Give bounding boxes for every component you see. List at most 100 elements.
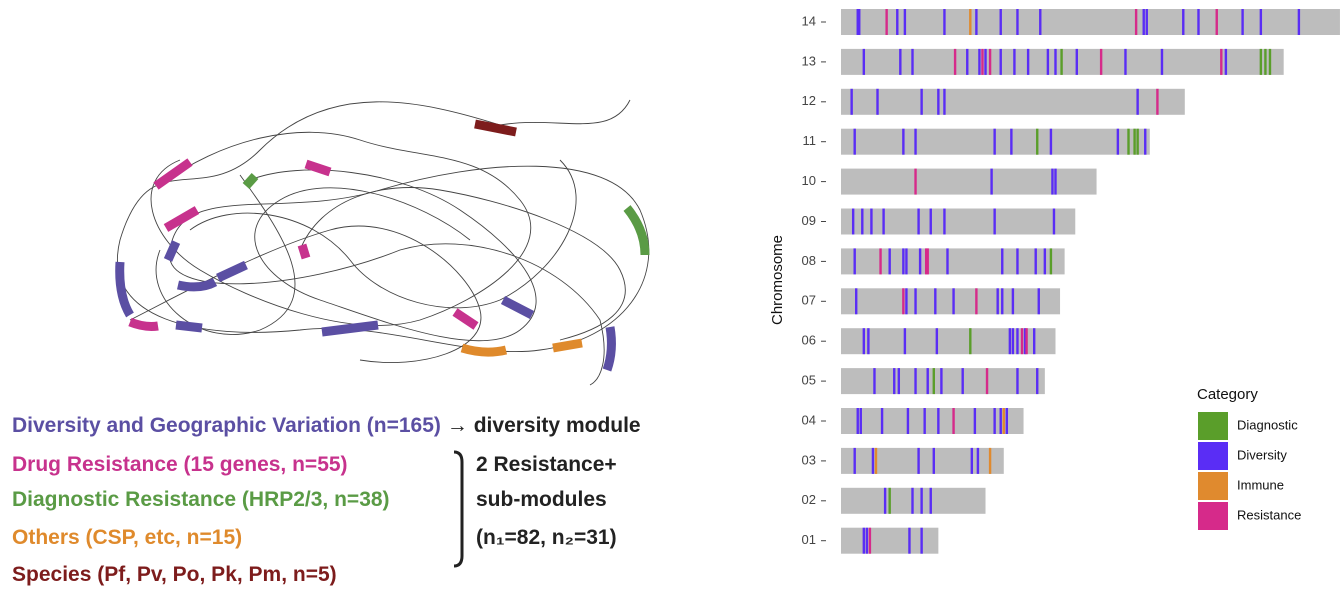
feature-marker bbox=[920, 88, 923, 115]
legend-line: Drug Resistance (15 genes, n=55) bbox=[12, 453, 348, 477]
feature-marker bbox=[1182, 9, 1185, 35]
chromosome-bar bbox=[841, 168, 1097, 195]
feature-marker bbox=[1297, 9, 1301, 35]
feature-marker bbox=[969, 328, 972, 355]
feature-marker bbox=[1005, 408, 1009, 434]
feature-marker bbox=[903, 328, 907, 355]
feature-marker bbox=[855, 288, 858, 315]
feature-marker bbox=[929, 208, 932, 235]
chromosome-bar bbox=[841, 447, 1004, 474]
feature-marker bbox=[929, 487, 932, 514]
feature-marker bbox=[1156, 88, 1159, 115]
tangle-strings bbox=[117, 99, 650, 386]
legend-title: Category bbox=[1197, 386, 1258, 403]
feature-marker bbox=[865, 527, 869, 554]
feature-marker bbox=[946, 248, 949, 275]
feature-marker bbox=[1124, 48, 1127, 75]
chromosome-bar bbox=[841, 208, 1076, 235]
feature-marker bbox=[969, 9, 972, 35]
feature-marker bbox=[1002, 408, 1005, 434]
feature-marker bbox=[953, 48, 957, 75]
feature-marker bbox=[902, 248, 905, 275]
chromosome-bar bbox=[841, 9, 1340, 35]
feature-marker bbox=[1013, 48, 1016, 75]
feature-marker bbox=[1136, 88, 1139, 115]
feature-marker bbox=[999, 408, 1002, 434]
legend-swatch bbox=[1198, 442, 1228, 470]
feature-marker bbox=[856, 408, 859, 434]
feature-marker bbox=[1051, 168, 1054, 195]
y-tick-label: 10 bbox=[802, 173, 816, 188]
feature-marker bbox=[917, 447, 920, 474]
feature-marker bbox=[970, 447, 974, 474]
feature-marker bbox=[914, 368, 917, 395]
feature-marker bbox=[1264, 48, 1267, 75]
feature-marker bbox=[975, 9, 978, 35]
feature-marker bbox=[1099, 48, 1103, 75]
y-tick-label: 03 bbox=[802, 452, 816, 467]
feature-marker bbox=[1043, 248, 1047, 275]
feature-marker bbox=[870, 208, 873, 235]
feature-marker bbox=[984, 48, 987, 75]
feature-marker bbox=[1020, 328, 1024, 355]
feature-marker bbox=[911, 48, 914, 75]
feature-marker bbox=[862, 527, 866, 554]
feature-marker bbox=[988, 48, 992, 75]
legend-line: Diagnostic Resistance (HRP2/3, n=38) bbox=[12, 488, 390, 512]
feature-marker bbox=[1046, 48, 1050, 75]
feature-marker bbox=[961, 368, 964, 395]
feature-marker bbox=[853, 128, 856, 155]
diagram-panel: Diversity and Geographic Variation (n=16… bbox=[12, 99, 650, 587]
feature-marker bbox=[926, 368, 929, 395]
feature-marker bbox=[935, 328, 939, 355]
feature-marker bbox=[1049, 128, 1053, 155]
legend-line: Species (Pf, Pv, Po, Pk, Pm, n=5) bbox=[12, 563, 337, 587]
feature-marker bbox=[1142, 9, 1145, 35]
y-axis-title: Chromosome bbox=[769, 235, 786, 325]
feature-marker bbox=[932, 447, 935, 474]
feature-marker bbox=[1026, 48, 1030, 75]
feature-marker bbox=[999, 48, 1002, 75]
feature-marker bbox=[1116, 128, 1120, 155]
feature-marker bbox=[1145, 9, 1148, 35]
feature-marker bbox=[1039, 9, 1042, 35]
legend-swatch bbox=[1198, 472, 1228, 500]
feature-marker bbox=[885, 9, 888, 35]
legend-line: Diversity and Geographic Variation (n=16… bbox=[12, 414, 641, 438]
feature-marker bbox=[871, 447, 875, 474]
chromosome-bar bbox=[841, 408, 1024, 434]
legend-swatch bbox=[1198, 502, 1228, 530]
y-tick-label: 07 bbox=[802, 293, 816, 308]
feature-marker bbox=[880, 408, 884, 434]
feature-marker bbox=[976, 447, 980, 474]
feature-marker bbox=[862, 328, 866, 355]
feature-marker bbox=[1034, 248, 1037, 275]
feature-marker bbox=[905, 248, 908, 275]
feature-marker bbox=[932, 368, 935, 395]
feature-marker bbox=[999, 9, 1002, 35]
feature-marker bbox=[1241, 9, 1244, 35]
feature-marker bbox=[905, 288, 908, 315]
feature-marker bbox=[1016, 248, 1019, 275]
feature-marker bbox=[1259, 48, 1263, 75]
feature-marker bbox=[1011, 328, 1015, 355]
feature-marker bbox=[1259, 9, 1263, 35]
feature-marker bbox=[914, 288, 917, 315]
y-tick-label: 05 bbox=[802, 373, 816, 388]
legend-label: Immune bbox=[1237, 477, 1284, 492]
feature-marker bbox=[973, 408, 977, 434]
feature-marker bbox=[893, 368, 896, 395]
feature-marker bbox=[914, 128, 917, 155]
legend-swatch bbox=[1198, 412, 1228, 440]
legend-label: Resistance bbox=[1237, 507, 1301, 522]
feature-marker bbox=[874, 447, 878, 474]
legend-text: Others (CSP, etc, n=15) bbox=[12, 526, 243, 549]
feature-marker bbox=[937, 408, 940, 434]
feature-marker bbox=[966, 48, 969, 75]
feature-marker bbox=[1127, 128, 1130, 155]
chromosome-bar bbox=[841, 88, 1185, 115]
chromosome-bar bbox=[841, 527, 939, 554]
feature-marker bbox=[943, 9, 946, 35]
feature-marker bbox=[1136, 128, 1139, 155]
feature-marker bbox=[920, 487, 923, 514]
